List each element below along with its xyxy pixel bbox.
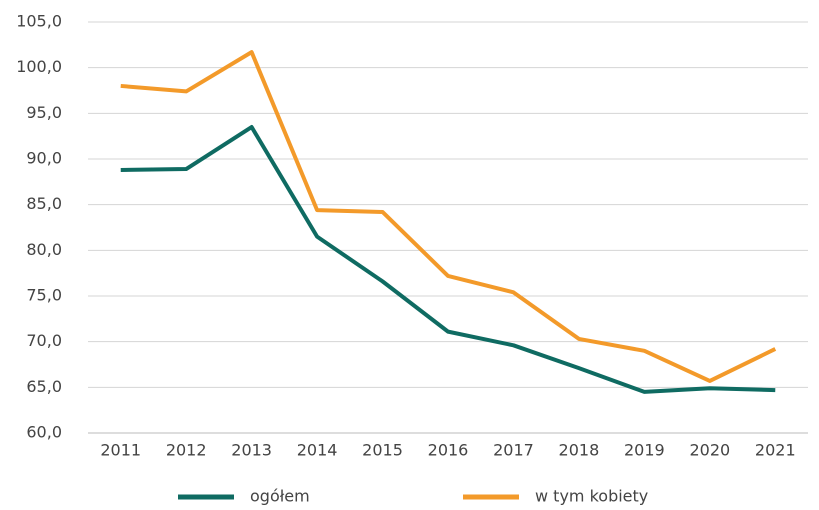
x-tick-label: 2017 — [493, 441, 534, 460]
y-tick-label: 80,0 — [26, 240, 62, 259]
y-tick-label: 85,0 — [26, 194, 62, 213]
y-tick-label: 90,0 — [26, 149, 62, 168]
y-tick-label: 65,0 — [26, 377, 62, 396]
legend-label: ogółem — [250, 487, 310, 506]
x-tick-label: 2012 — [166, 441, 207, 460]
y-tick-label: 60,0 — [26, 423, 62, 442]
line-series — [120, 125, 776, 394]
y-tick-label: 105,0 — [16, 12, 62, 31]
x-tick-label: 2013 — [231, 441, 272, 460]
y-tick-label: 95,0 — [26, 103, 62, 122]
x-tick-label: 2018 — [559, 441, 600, 460]
x-tick-label: 2021 — [755, 441, 796, 460]
line-series — [120, 50, 777, 383]
legend-label: w tym kobiety — [535, 487, 648, 506]
x-tick-label: 2015 — [362, 441, 403, 460]
x-tick-label: 2014 — [297, 441, 338, 460]
x-tick-label: 2016 — [428, 441, 469, 460]
y-tick-label: 70,0 — [26, 331, 62, 350]
y-tick-label: 100,0 — [16, 57, 62, 76]
x-tick-label: 2011 — [100, 441, 141, 460]
x-tick-label: 2019 — [624, 441, 665, 460]
y-tick-label: 75,0 — [26, 286, 62, 305]
x-tick-label: 2020 — [689, 441, 730, 460]
